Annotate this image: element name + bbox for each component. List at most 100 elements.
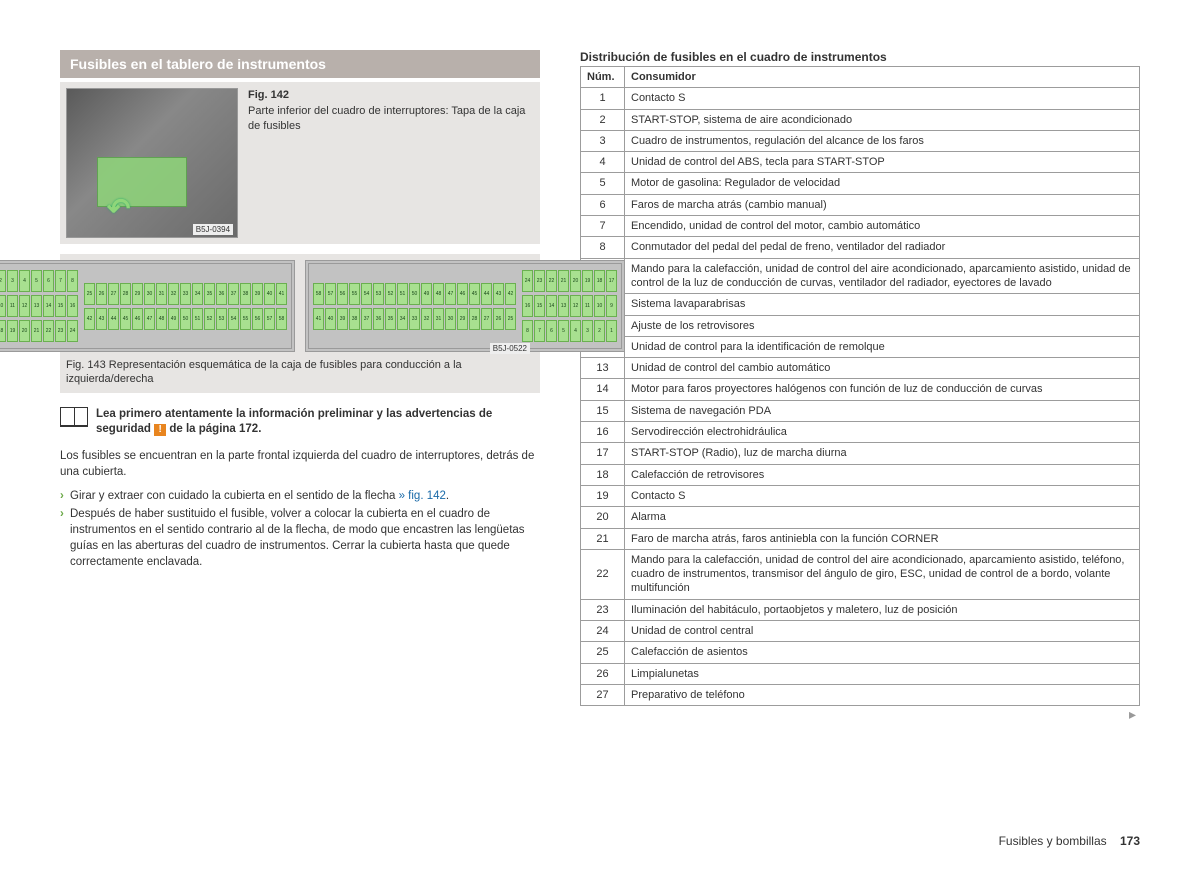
cell-consumer: Calefacción de retrovisores: [625, 464, 1140, 485]
fuse-slot: 52: [385, 283, 396, 305]
fuse-slot: 40: [264, 283, 275, 305]
table-row: 3Cuadro de instrumentos, regulación del …: [581, 130, 1140, 151]
fuse-slot: 53: [216, 308, 227, 330]
cell-consumer: Unidad de control del ABS, tecla para ST…: [625, 152, 1140, 173]
fuse-slot: 49: [168, 308, 179, 330]
cell-num: 20: [581, 507, 625, 528]
fuse-slot: 46: [457, 283, 468, 305]
fuse-slot: 57: [325, 283, 336, 305]
fuse-slot: 54: [361, 283, 372, 305]
cell-num: 14: [581, 379, 625, 400]
fuse-slot: 51: [192, 308, 203, 330]
fuse-slot: 58: [276, 308, 287, 330]
fuse-slot: 20: [570, 270, 581, 292]
fuse-slot: 12: [19, 295, 30, 317]
cell-num: 8: [581, 237, 625, 258]
fuse-slot: 2: [0, 270, 6, 292]
cell-consumer: Conmutador del pedal del pedal de freno,…: [625, 237, 1140, 258]
fuse-slot: 11: [7, 295, 18, 317]
fuse-slot: 13: [558, 295, 569, 317]
fuse-slot: 34: [192, 283, 203, 305]
fuse-slot: 21: [558, 270, 569, 292]
fuse-slot: 44: [481, 283, 492, 305]
table-row: 15Sistema de navegación PDA: [581, 400, 1140, 421]
fuse-slot: 38: [240, 283, 251, 305]
arrow-icon: ↶: [107, 192, 130, 225]
fuse-slot: 39: [337, 308, 348, 330]
th-num: Núm.: [581, 67, 625, 88]
cell-consumer: Cuadro de instrumentos, regulación del a…: [625, 130, 1140, 151]
fuse-slot: 5: [558, 320, 569, 342]
fuse-slot: 54: [228, 308, 239, 330]
cell-num: 26: [581, 663, 625, 684]
cell-num: 25: [581, 642, 625, 663]
fuse-slot: 28: [120, 283, 131, 305]
th-consumer: Consumidor: [625, 67, 1140, 88]
cell-consumer: Alarma: [625, 507, 1140, 528]
cell-consumer: Iluminación del habitáculo, portaobjetos…: [625, 599, 1140, 620]
fuse-slot: 32: [421, 308, 432, 330]
table-row: 5Motor de gasolina: Regulador de velocid…: [581, 173, 1140, 194]
table-row: 25Calefacción de asientos: [581, 642, 1140, 663]
table-row: 21Faro de marcha atrás, faros antiniebla…: [581, 528, 1140, 549]
fig-142-text: Parte inferior del cuadro de interruptor…: [248, 105, 525, 131]
cell-consumer: Unidad de control central: [625, 621, 1140, 642]
fuse-slot: 51: [397, 283, 408, 305]
cell-num: 23: [581, 599, 625, 620]
cell-consumer: Limpialunetas: [625, 663, 1140, 684]
fuse-slot: 2: [594, 320, 605, 342]
fuse-slot: 19: [7, 320, 18, 342]
fuse-panel-left: 123456789101112131415161718192021222324 …: [0, 260, 295, 352]
photo-code: B5J-0394: [193, 224, 233, 235]
fuse-slot: 16: [522, 295, 533, 317]
table-row: 6Faros de marcha atrás (cambio manual): [581, 194, 1140, 215]
fuse-slot: 21: [31, 320, 42, 342]
fuse-slot: 46: [132, 308, 143, 330]
fuse-slot: 30: [144, 283, 155, 305]
fuse-slot: 37: [228, 283, 239, 305]
cell-consumer: Contacto S: [625, 88, 1140, 109]
fuse-slot: 30: [445, 308, 456, 330]
table-row: 11Ajuste de los retrovisores: [581, 315, 1140, 336]
cell-num: 21: [581, 528, 625, 549]
cell-consumer: Unidad de control del cambio automático: [625, 358, 1140, 379]
cell-consumer: START-STOP (Radio), luz de marcha diurna: [625, 443, 1140, 464]
table-row: 22Mando para la calefacción, unidad de c…: [581, 549, 1140, 599]
fuse-slot: 50: [409, 283, 420, 305]
fuse-slot: 39: [252, 283, 263, 305]
cell-num: 13: [581, 358, 625, 379]
table-row: 7Encendido, unidad de control del motor,…: [581, 216, 1140, 237]
fuse-slot: 28: [469, 308, 480, 330]
cell-num: 22: [581, 549, 625, 599]
fuse-slot: 55: [240, 308, 251, 330]
cell-consumer: Contacto S: [625, 485, 1140, 506]
fuse-slot: 8: [522, 320, 533, 342]
fuse-slot: 33: [409, 308, 420, 330]
fuse-slot: 4: [19, 270, 30, 292]
fuse-slot: 34: [397, 308, 408, 330]
fuse-slot: 23: [534, 270, 545, 292]
table-row: 13Unidad de control del cambio automátic…: [581, 358, 1140, 379]
fuse-slot: 48: [156, 308, 167, 330]
fuse-slot: 11: [582, 295, 593, 317]
table-row: 1Contacto S: [581, 88, 1140, 109]
fuse-slot: 25: [505, 308, 516, 330]
fuse-slot: 50: [180, 308, 191, 330]
fuse-slot: 15: [55, 295, 66, 317]
fuse-slot: 24: [522, 270, 533, 292]
fuse-slot: 3: [7, 270, 18, 292]
table-row: 8Conmutador del pedal del pedal de freno…: [581, 237, 1140, 258]
table-row: 4Unidad de control del ABS, tecla para S…: [581, 152, 1140, 173]
table-row: 16Servodirección electrohidráulica: [581, 422, 1140, 443]
table-row: 9Mando para la calefacción, unidad de co…: [581, 258, 1140, 294]
fig-143-block: 123456789101112131415161718192021222324 …: [60, 254, 540, 393]
read-first-suffix: de la página 172.: [166, 423, 261, 435]
cell-num: 24: [581, 621, 625, 642]
cell-num: 2: [581, 109, 625, 130]
fuse-slot: 37: [361, 308, 372, 330]
fuse-slot: 27: [108, 283, 119, 305]
cell-num: 19: [581, 485, 625, 506]
cell-num: 27: [581, 684, 625, 705]
fuse-slot: 35: [204, 283, 215, 305]
fuse-slot: 12: [570, 295, 581, 317]
